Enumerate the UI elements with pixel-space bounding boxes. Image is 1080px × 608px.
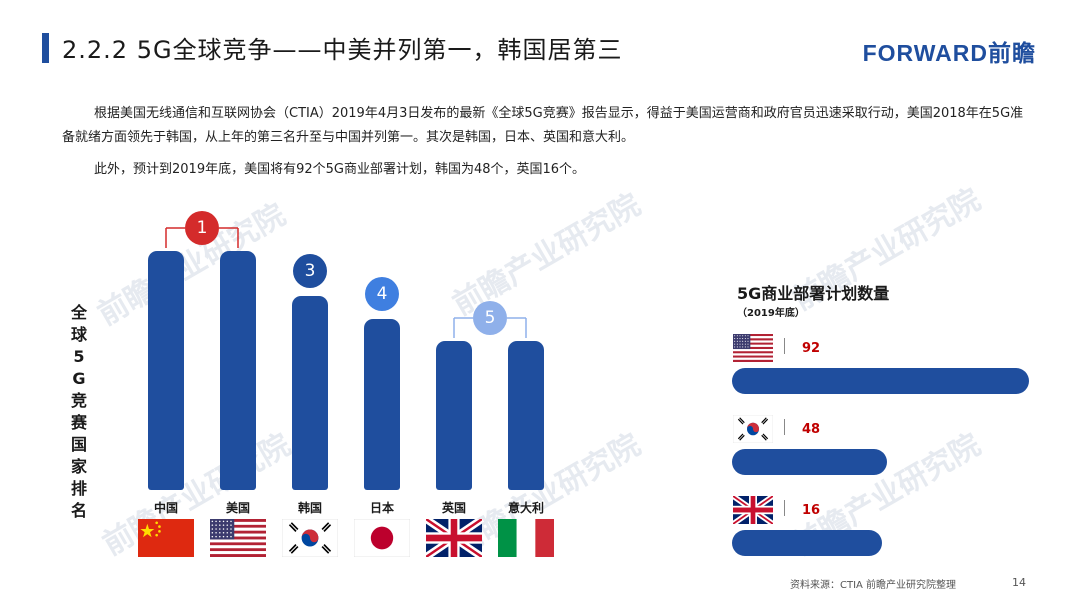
- rank-bar: [148, 251, 184, 490]
- deployment-bar: [732, 368, 1029, 394]
- country-label: 美国: [225, 501, 250, 515]
- forecast-paragraph: 此外，预计到2019年底，美国将有92个5G商业部署计划，韩国为48个，英国16…: [94, 162, 586, 177]
- rank-bar: [364, 318, 400, 490]
- uk-flag-icon: [426, 519, 482, 557]
- korea-flag-icon: [733, 415, 773, 443]
- usa-flag-icon: [733, 334, 773, 362]
- deployment-value-label: 48: [802, 422, 821, 437]
- rank-bar: [292, 296, 328, 490]
- rank-badge: 4: [365, 276, 399, 311]
- page-number: 14: [1012, 576, 1026, 589]
- source-note: 资料来源：CTIA 前瞻产业研究院整理: [790, 580, 957, 591]
- value-tick: [784, 419, 785, 435]
- country-label: 日本: [369, 501, 394, 515]
- country-label: 英国: [441, 501, 466, 515]
- japan-flag-icon: [354, 519, 410, 557]
- title-accent-bar: [42, 33, 49, 63]
- deployment-bar: [732, 530, 882, 556]
- rank-badge: 3: [293, 254, 327, 288]
- deployment-bar: [732, 449, 887, 475]
- usa-flag-icon: [210, 519, 266, 557]
- rank-bar: [508, 341, 544, 490]
- italy-flag-icon: [498, 519, 554, 557]
- rank-bar: [436, 341, 472, 490]
- deployment-chart-subtitle: （2019年底）: [737, 308, 805, 319]
- rank-bar: [220, 251, 256, 490]
- page-title: 2.2.2 5G全球竞争——中美并列第一，韩国居第三: [62, 36, 623, 64]
- deployment-value-label: 92: [802, 341, 821, 356]
- deployment-chart-title: 5G商业部署计划数量: [737, 284, 890, 303]
- rank-badge: 5: [473, 301, 507, 335]
- rank-badge: 1: [185, 211, 219, 245]
- china-flag-icon: [138, 519, 194, 557]
- korea-flag-icon: [282, 519, 338, 557]
- value-tick: [784, 338, 785, 354]
- deployment-value-label: 16: [802, 503, 821, 518]
- brand-logo: FORWARD前瞻: [862, 40, 1036, 66]
- value-tick: [784, 500, 785, 516]
- uk-flag-icon: [733, 496, 773, 524]
- country-label: 中国: [153, 501, 178, 515]
- country-label: 韩国: [297, 501, 322, 515]
- country-label: 意大利: [507, 501, 544, 515]
- intro-paragraph: 根据美国无线通信和互联网协会（CTIA）2019年4月3日发布的最新《全球5G竞…: [62, 106, 1024, 145]
